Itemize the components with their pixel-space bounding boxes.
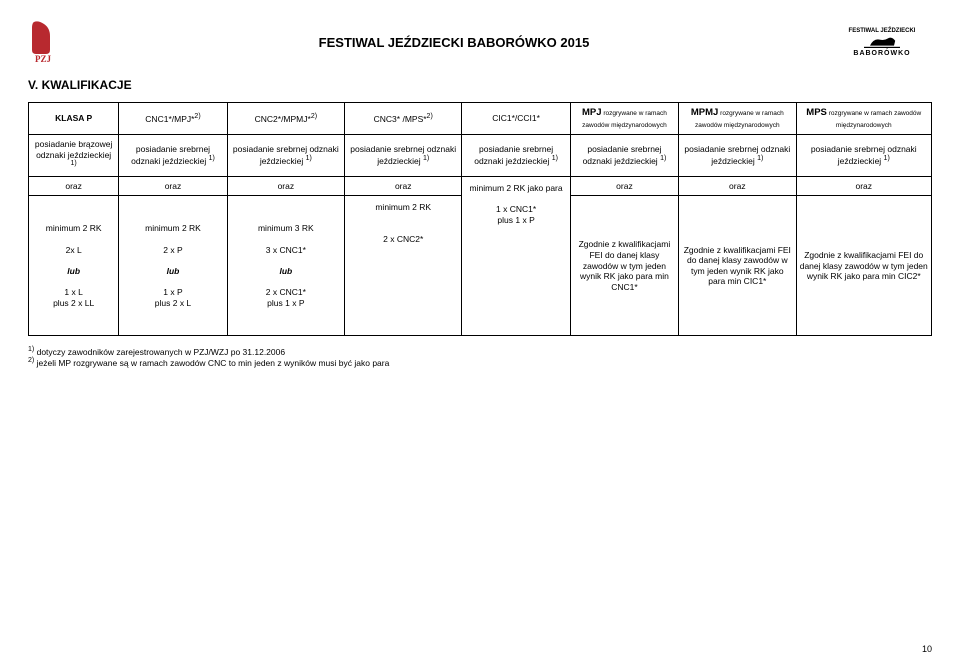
cell-badge-7-text: posiadanie srebrnej odznaki jeździeckiej [811, 144, 917, 165]
min-7: Zgodnie z kwalifikacjami FEI do danej kl… [796, 196, 932, 336]
hdr-mps-bold: MPS [806, 107, 827, 118]
page-header: PZJ FESTIWAL JEŹDZIECKI BABORÓWKO 2015 F… [28, 20, 932, 64]
min-4-l2: 1 x CNC1* [465, 204, 566, 215]
cell-badge-2-sup: 1) [306, 155, 312, 162]
cell-badge-6-text: posiadanie srebrnej odznaki jeździeckiej [684, 144, 790, 165]
hdr-mpj: MPJ rozgrywane w ramach zawodów międzyna… [570, 103, 678, 135]
min-4-l3: plus 1 x P [465, 215, 566, 226]
oraz-0: oraz [29, 176, 119, 196]
hdr-klasa-p: KLASA P [29, 103, 119, 135]
cell-badge-3: posiadanie srebrnej odznaki jeździeckiej… [345, 135, 462, 177]
cell-badge-6: posiadanie srebrnej odznaki jeździeckiej… [679, 135, 796, 177]
min-6-text: Zgodnie z kwalifikacjami FEI do danej kl… [684, 245, 791, 287]
min-1-l1: minimum 2 RK [122, 223, 223, 234]
min-2-l3: 2 x CNC1* [231, 287, 341, 298]
hdr-cnc3-sup: 2) [427, 113, 433, 120]
page-title: FESTIWAL JEŹDZIECKI BABORÓWKO 2015 [76, 35, 832, 50]
min-3-l2: 2 x CNC2* [348, 234, 458, 245]
cell-badge-4-sup: 1) [552, 155, 558, 162]
min-3: minimum 2 RK 2 x CNC2* [345, 196, 462, 336]
hdr-cic1: CIC1*/CCI1* [462, 103, 570, 135]
min-0-l3: 1 x L [32, 287, 115, 298]
cell-badge-5: posiadanie srebrnej odznaki jeździeckiej… [570, 135, 678, 177]
min-5-text: Zgodnie z kwalifikacjami FEI do danej kl… [579, 239, 671, 292]
min-2-l1: minimum 3 RK [231, 223, 341, 234]
hdr-mps: MPS rozgrywane w ramach zawodów międzyna… [796, 103, 932, 135]
oraz-6: oraz [679, 176, 796, 196]
hdr-cnc1-sup: 2) [194, 113, 200, 120]
hdr-cnc3: CNC3* /MPS*2) [345, 103, 462, 135]
hdr-mps-note: rozgrywane w ramach zawodów międzynarodo… [827, 110, 921, 129]
min-1-lub: lub [122, 266, 223, 277]
cell-badge-7-sup: 1) [884, 155, 890, 162]
footnote-2-text: jeżeli MP rozgrywane są w ramach zawodów… [34, 358, 389, 368]
min-5: Zgodnie z kwalifikacjami FEI do danej kl… [570, 196, 678, 336]
cell-badge-2-text: posiadanie srebrnej odznaki jeździeckiej [233, 144, 339, 165]
min-3-l1: minimum 2 RK [348, 202, 458, 213]
min-0-l2: 2x L [32, 245, 115, 256]
section-title: V. KWALIFIKACJE [28, 78, 932, 92]
min-1-l4: plus 2 x L [122, 298, 223, 309]
footnote-2: 2) jeżeli MP rozgrywane są w ramach zawo… [28, 357, 932, 368]
hdr-cnc2-label: CNC2*/MPMJ* [255, 114, 311, 124]
hdr-cnc3-label: CNC3* /MPS* [374, 114, 427, 124]
min-0-lub: lub [32, 266, 115, 277]
footnote-1-text: dotyczy zawodników zarejestrowanych w PZ… [34, 347, 285, 357]
cell-badge-1: posiadanie srebrnej odznaki jeździeckiej… [119, 135, 227, 177]
min-2-l4: plus 1 x P [231, 298, 341, 309]
min-2: minimum 3 RK 3 x CNC1* lub 2 x CNC1* plu… [227, 196, 344, 336]
min-1-l3: 1 x P [122, 287, 223, 298]
footnote-1: 1) dotyczy zawodników zarejestrowanych w… [28, 346, 932, 357]
hdr-cnc1: CNC1*/MPJ*2) [119, 103, 227, 135]
cell-badge-5-text: posiadanie srebrnej odznaki jeździeckiej [583, 144, 662, 165]
cell-badge-1-text: posiadanie srebrnej odznaki jeździeckiej [131, 144, 210, 165]
oraz-7: oraz [796, 176, 932, 196]
table-row-header: KLASA P CNC1*/MPJ*2) CNC2*/MPMJ*2) CNC3*… [29, 103, 932, 135]
hdr-mpj-bold: MPJ [582, 107, 602, 118]
footnotes: 1) dotyczy zawodników zarejestrowanych w… [28, 346, 932, 368]
min-6: Zgodnie z kwalifikacjami FEI do danej kl… [679, 196, 796, 336]
min-7-text: Zgodnie z kwalifikacjami FEI do danej kl… [800, 250, 928, 281]
festival-logo: FESTIWAL JEŹDZIECKI BABORÓWKO [832, 20, 932, 64]
cell-badge-4-text: posiadanie srebrnej odznaki jeździeckiej [474, 144, 553, 165]
hdr-mpmj-bold: MPMJ [691, 107, 718, 118]
oraz-5: oraz [570, 176, 678, 196]
cell-badge-2: posiadanie srebrnej odznaki jeździeckiej… [227, 135, 344, 177]
oraz-2: oraz [227, 176, 344, 196]
hdr-klasa-p-label: KLASA P [55, 113, 92, 123]
min-1: minimum 2 RK 2 x P lub 1 x P plus 2 x L [119, 196, 227, 336]
qualifications-table: KLASA P CNC1*/MPJ*2) CNC2*/MPMJ*2) CNC3*… [28, 102, 932, 336]
table-row-oraz: oraz oraz oraz oraz minimum 2 RK jako pa… [29, 176, 932, 196]
cell-badge-3-sup: 1) [423, 155, 429, 162]
min-4-l1: minimum 2 RK jako para [465, 183, 566, 194]
svg-text:PZJ: PZJ [35, 54, 52, 64]
cell-badge-6-sup: 1) [757, 155, 763, 162]
min-1-l2: 2 x P [122, 245, 223, 256]
cell-badge-4: posiadanie srebrnej odznaki jeździeckiej… [462, 135, 570, 177]
min-0: minimum 2 RK 2x L lub 1 x L plus 2 x LL [29, 196, 119, 336]
cell-badge-0: posiadanie brązowej odznaki jeździeckiej… [29, 135, 119, 177]
hdr-cnc1-label: CNC1*/MPJ* [145, 114, 194, 124]
min-0-l4: plus 2 x LL [32, 298, 115, 309]
table-row-badges: posiadanie brązowej odznaki jeździeckiej… [29, 135, 932, 177]
cell-badge-0-text: posiadanie brązowej odznaki jeździeckiej [35, 139, 113, 160]
cell-badge-0-sup: 1) [71, 160, 77, 167]
cell-badge-5-sup: 1) [660, 155, 666, 162]
hdr-cnc2: CNC2*/MPMJ*2) [227, 103, 344, 135]
hdr-mpmj: MPMJ rozgrywane w ramach zawodów międzyn… [679, 103, 796, 135]
cell-badge-1-sup: 1) [209, 155, 215, 162]
hdr-cnc2-sup: 2) [311, 113, 317, 120]
cell-badge-3-text: posiadanie srebrnej odznaki jeździeckiej [350, 144, 456, 165]
min-4: minimum 2 RK jako para 1 x CNC1* plus 1 … [462, 176, 570, 336]
cell-badge-7: posiadanie srebrnej odznaki jeździeckiej… [796, 135, 932, 177]
oraz-3: oraz [345, 176, 462, 196]
min-0-l1: minimum 2 RK [32, 223, 115, 234]
pzj-logo: PZJ [28, 20, 76, 64]
hdr-cic1-label: CIC1*/CCI1* [492, 113, 540, 123]
min-2-lub: lub [231, 266, 341, 277]
page-number: 10 [922, 644, 932, 654]
oraz-1: oraz [119, 176, 227, 196]
min-2-l2: 3 x CNC1* [231, 245, 341, 256]
